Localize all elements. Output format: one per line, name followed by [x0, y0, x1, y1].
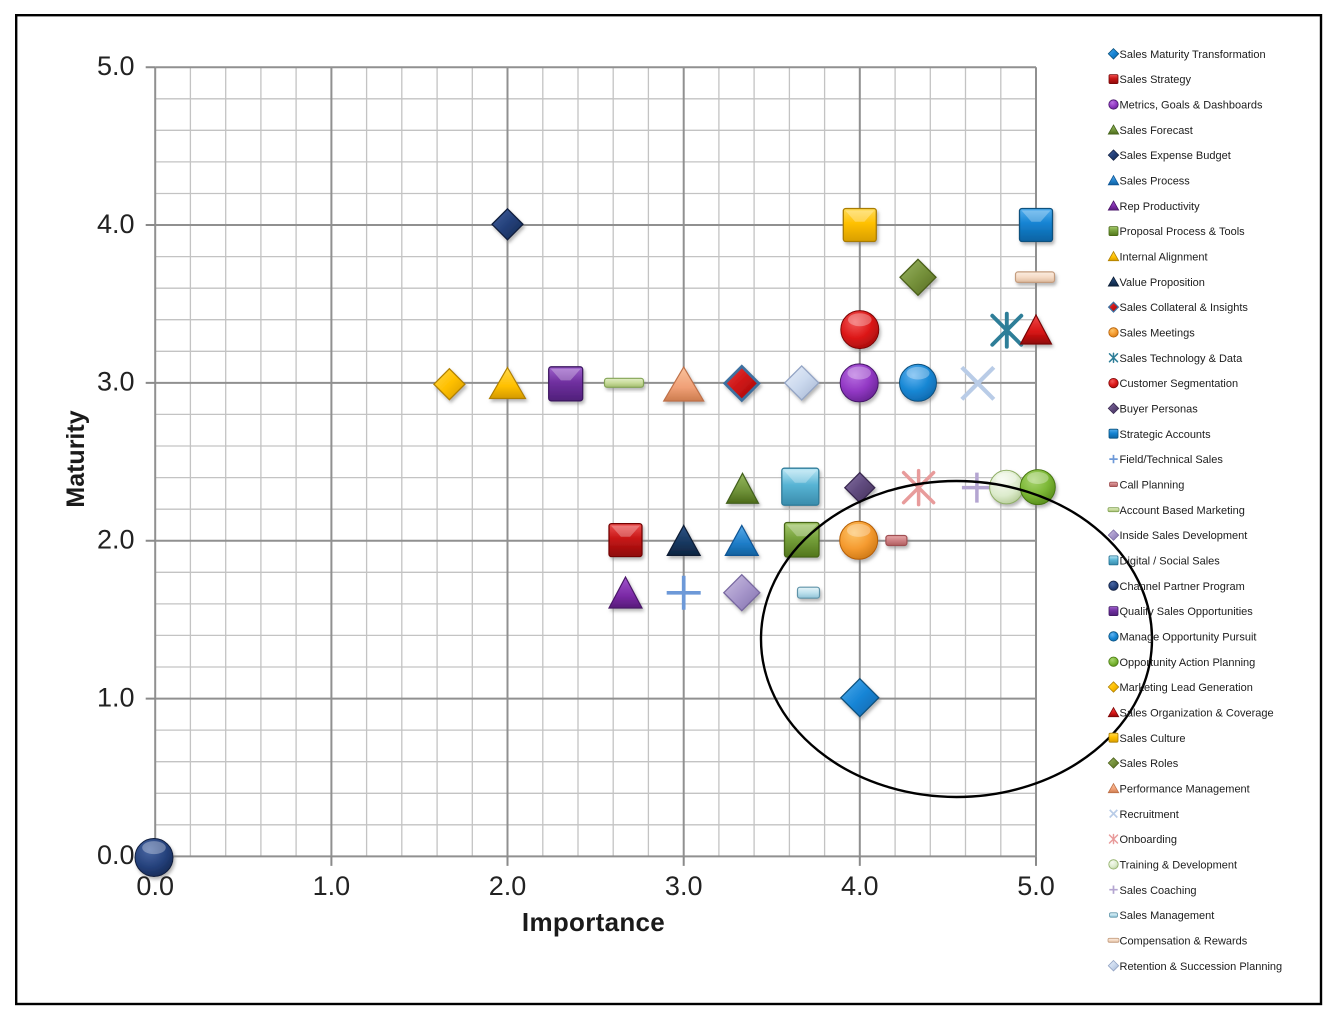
svg-text:1.0: 1.0 [313, 871, 351, 901]
svg-text:Manage Opportunity Pursuit: Manage Opportunity Pursuit [1120, 632, 1257, 644]
svg-text:Inside Sales Development: Inside Sales Development [1120, 530, 1248, 542]
svg-text:Channel Partner Program: Channel Partner Program [1120, 581, 1245, 593]
svg-text:Call Planning: Call Planning [1120, 480, 1185, 492]
svg-text:Performance Management: Performance Management [1120, 784, 1250, 796]
svg-text:Importance: Importance [522, 907, 665, 937]
svg-text:Sales Expense Budget: Sales Expense Budget [1120, 150, 1231, 162]
svg-text:1.0: 1.0 [97, 682, 135, 712]
svg-text:Opportunity Action Planning: Opportunity Action Planning [1120, 657, 1256, 669]
svg-text:Sales Coaching: Sales Coaching [1120, 885, 1197, 897]
svg-text:4.0: 4.0 [841, 871, 879, 901]
svg-text:Digital / Social Sales: Digital / Social Sales [1120, 556, 1221, 568]
svg-text:3.0: 3.0 [665, 871, 703, 901]
svg-text:2.0: 2.0 [97, 525, 135, 555]
svg-text:Compensation & Rewards: Compensation & Rewards [1120, 935, 1248, 947]
svg-text:Qualify Sales Opportunities: Qualify Sales Opportunities [1120, 606, 1254, 618]
svg-text:Field/Technical Sales: Field/Technical Sales [1120, 454, 1224, 466]
svg-text:3.0: 3.0 [97, 367, 135, 397]
svg-text:Buyer Personas: Buyer Personas [1120, 404, 1199, 416]
svg-text:Sales Meetings: Sales Meetings [1120, 328, 1196, 340]
svg-text:5.0: 5.0 [1017, 871, 1055, 901]
svg-text:Sales Organization & Coverage: Sales Organization & Coverage [1120, 708, 1274, 720]
svg-text:Sales Culture: Sales Culture [1120, 733, 1186, 745]
svg-text:4.0: 4.0 [97, 209, 135, 239]
svg-text:0.0: 0.0 [97, 840, 135, 870]
svg-text:Sales Roles: Sales Roles [1120, 758, 1179, 770]
svg-text:Proposal Process & Tools: Proposal Process & Tools [1120, 226, 1246, 238]
svg-text:Customer Segmentation: Customer Segmentation [1120, 378, 1239, 390]
svg-text:Sales Maturity Transformation: Sales Maturity Transformation [1120, 49, 1266, 61]
svg-text:Recruitment: Recruitment [1120, 809, 1179, 821]
svg-text:5.0: 5.0 [97, 51, 135, 81]
svg-text:Sales Forecast: Sales Forecast [1120, 125, 1193, 137]
svg-text:Internal Alignment: Internal Alignment [1120, 252, 1208, 264]
svg-text:Sales Collateral & Insights: Sales Collateral & Insights [1120, 302, 1249, 314]
svg-text:Onboarding: Onboarding [1120, 834, 1178, 846]
svg-text:Sales Process: Sales Process [1120, 176, 1191, 188]
svg-text:Sales Technology & Data: Sales Technology & Data [1120, 353, 1244, 365]
svg-text:Rep Productivity: Rep Productivity [1120, 201, 1201, 213]
svg-text:Strategic Accounts: Strategic Accounts [1120, 429, 1212, 441]
svg-text:0.0: 0.0 [136, 871, 174, 901]
svg-text:Sales Strategy: Sales Strategy [1120, 74, 1192, 86]
svg-text:2.0: 2.0 [489, 871, 527, 901]
svg-text:Training & Development: Training & Development [1120, 860, 1238, 872]
svg-text:Account Based Marketing: Account Based Marketing [1120, 505, 1245, 517]
svg-text:Marketing Lead Generation: Marketing Lead Generation [1120, 682, 1253, 694]
svg-text:Value Proposition: Value Proposition [1120, 277, 1205, 289]
svg-text:Maturity: Maturity [62, 410, 90, 507]
svg-text:Retention & Succession Plannin: Retention & Succession Planning [1120, 961, 1283, 973]
svg-text:Sales Management: Sales Management [1120, 910, 1215, 922]
svg-text:Metrics, Goals & Dashboards: Metrics, Goals & Dashboards [1120, 100, 1264, 112]
